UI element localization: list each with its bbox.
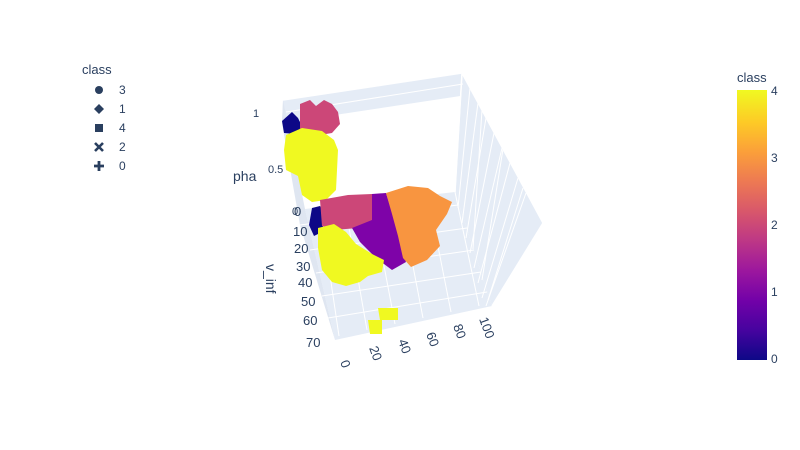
x-tick-60: 60 [423,330,442,349]
colorbar-tick-1: 1 [771,285,778,299]
legend-label: 4 [119,121,126,135]
x-tick-80: 80 [450,322,469,341]
x-tick-40: 40 [395,337,414,356]
colorbar-tick-0: 0 [771,352,778,366]
colorbar-title: class [737,70,767,85]
cluster-class-4-outlier-2 [368,320,382,334]
legend-item-class-2[interactable]: 2 [82,138,162,157]
legend: class 3 1 4 2 0 [82,62,162,176]
legend-item-class-0[interactable]: 0 [82,157,162,176]
colorbar-tick-3: 3 [771,151,778,165]
right-wall [455,73,543,306]
circle-icon [95,86,103,94]
x-tick-labels: 0 20 40 60 80 100 [337,315,498,370]
cluster-class-3 [386,186,452,267]
cluster-class-4-outlier-1 [378,308,398,320]
cluster-class-1 [352,193,406,270]
x-tick-20: 20 [366,344,385,363]
vinf-tick-30: 30 [296,259,310,274]
vinf-axis-title: v_inf [263,264,279,294]
diamond-icon [94,104,104,114]
legend-item-class-1[interactable]: 1 [82,100,162,119]
colorbar: class 4 3 2 1 0 [737,70,787,370]
pha-tick-0: 0 [292,206,298,218]
vinf-tick-40: 40 [298,275,312,290]
vinf-tick-0: 0 [294,204,301,219]
x-icon [94,142,104,152]
legend-title: class [82,62,112,77]
vinf-tick-70: 70 [306,335,320,350]
cluster-class-0-top [282,112,302,134]
cross-icon [94,161,104,171]
vinf-tick-10: 10 [293,224,307,239]
colorbar-tick-2: 2 [771,218,778,232]
x-tick-0: 0 [337,358,354,370]
cluster-class-4-bottom [318,224,384,286]
pha-tick-05: 0.5 [268,164,283,176]
axis-edges [282,72,544,307]
x-tick-100: 100 [476,315,498,341]
legend-item-class-4[interactable]: 4 [82,119,162,138]
vinf-tick-20: 20 [294,241,308,256]
square-icon [95,124,103,132]
colorbar-tick-4: 4 [771,84,778,98]
legend-label: 3 [119,83,126,97]
legend-label: 2 [119,140,126,154]
cluster-class-4-mid [284,128,338,202]
legend-item-class-3[interactable]: 3 [82,81,162,100]
legend-label: 0 [119,159,126,173]
vinf-tick-60: 60 [303,313,317,328]
cluster-class-2-top [300,100,340,136]
pha-tick-1: 1 [253,108,259,120]
vinf-tick-50: 50 [301,294,315,309]
data-points [282,100,452,334]
vinf-tick-labels: 0 10 20 30 40 50 60 70 [293,204,320,350]
cluster-class-2-bottom [320,194,374,230]
colorbar-gradient [737,90,767,360]
pha-axis-title: pha [233,168,257,184]
legend-label: 1 [119,102,126,116]
